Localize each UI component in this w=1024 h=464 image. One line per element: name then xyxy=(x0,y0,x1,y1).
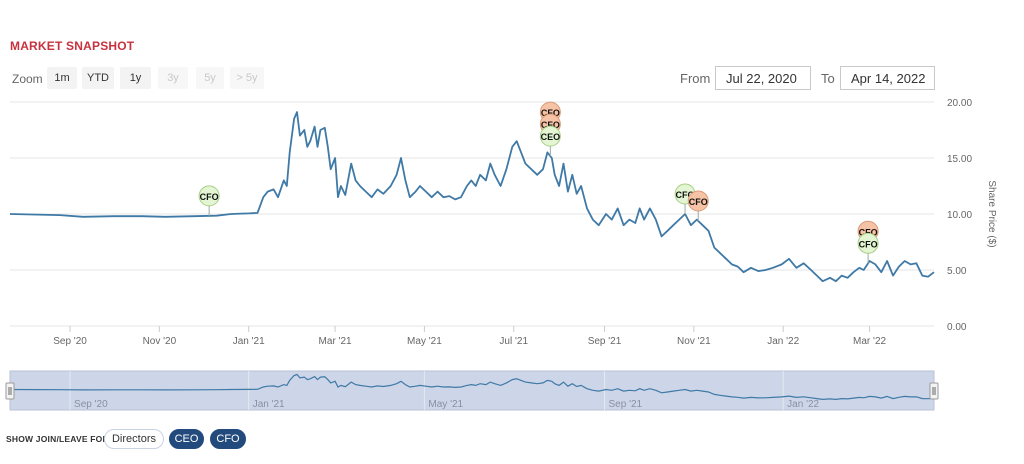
y-axis-title: Share Price ($) xyxy=(986,180,997,247)
join-marker-ceo xyxy=(539,125,561,147)
from-date-input[interactable]: Jul 22, 2020 xyxy=(715,66,811,90)
x-tick-label: Mar '22 xyxy=(853,336,886,347)
y-tick-label: 0.00 xyxy=(947,322,967,333)
navigator-tick-label: Jan '21 xyxy=(253,399,285,410)
annotation-label: CFO xyxy=(859,227,878,237)
annotation-label: CFO xyxy=(676,190,695,200)
navigator-tick-label: Sep '20 xyxy=(74,399,108,410)
annotation-label: CFO xyxy=(541,108,560,118)
x-tick-label: Jan '22 xyxy=(767,336,799,347)
annotation-label: CEO xyxy=(541,132,561,142)
x-tick-label: Nov '20 xyxy=(143,336,177,347)
annotation-label: CFO xyxy=(200,192,219,202)
y-tick-label: 15.00 xyxy=(947,154,972,165)
zoom-button-ytd[interactable]: YTD xyxy=(82,67,114,89)
zoom-button-5y[interactable]: > 5y xyxy=(230,67,264,89)
zoom-button-1y[interactable]: 1y xyxy=(120,67,151,89)
zoom-button-1m[interactable]: 1m xyxy=(47,67,77,89)
x-tick-label: Sep '20 xyxy=(53,336,87,347)
annotation-label: CFO xyxy=(859,239,878,249)
toggle-directors[interactable]: Directors xyxy=(104,429,164,449)
x-tick-label: May '21 xyxy=(407,336,442,347)
y-tick-label: 5.00 xyxy=(947,266,967,277)
from-label: From xyxy=(680,71,711,86)
navigator-tick-label: May '21 xyxy=(428,399,463,410)
x-tick-label: Nov '21 xyxy=(677,336,711,347)
to-label: To xyxy=(821,71,835,86)
zoom-button-3y[interactable]: 3y xyxy=(158,67,188,89)
join-leave-label: SHOW JOIN/LEAVE FOR: xyxy=(6,434,112,444)
navigator-handle-right[interactable] xyxy=(929,382,939,400)
x-tick-label: Mar '21 xyxy=(319,336,352,347)
annotation-label: CFO xyxy=(541,120,560,130)
join-marker-cfo xyxy=(198,185,220,207)
zoom-label: Zoom xyxy=(12,72,43,86)
toggle-cfo[interactable]: CFO xyxy=(210,429,246,449)
toggle-ceo[interactable]: CEO xyxy=(169,429,204,449)
handle-body xyxy=(929,382,939,400)
share-price-line xyxy=(9,111,935,283)
page-title: MARKET SNAPSHOT xyxy=(10,39,135,53)
to-date-input[interactable]: Apr 14, 2022 xyxy=(840,66,935,90)
annotation-label: CFO xyxy=(689,197,708,207)
x-tick-label: Jan '21 xyxy=(233,336,265,347)
y-tick-label: 10.00 xyxy=(947,210,972,221)
navigator-tick-label: Jan '22 xyxy=(787,399,819,410)
join-marker-cfo xyxy=(857,232,879,254)
navigator-handle-left[interactable] xyxy=(5,382,15,400)
navigator-line xyxy=(9,373,935,401)
x-tick-label: Sep '21 xyxy=(588,336,622,347)
x-tick-label: Jul '21 xyxy=(499,336,528,347)
leave-marker-cfo xyxy=(687,190,709,212)
handle-body xyxy=(5,382,15,400)
zoom-button-5y[interactable]: 5y xyxy=(196,67,224,89)
y-tick-label: 20.00 xyxy=(947,98,972,109)
navigator-tick-label: Sep '21 xyxy=(609,399,643,410)
